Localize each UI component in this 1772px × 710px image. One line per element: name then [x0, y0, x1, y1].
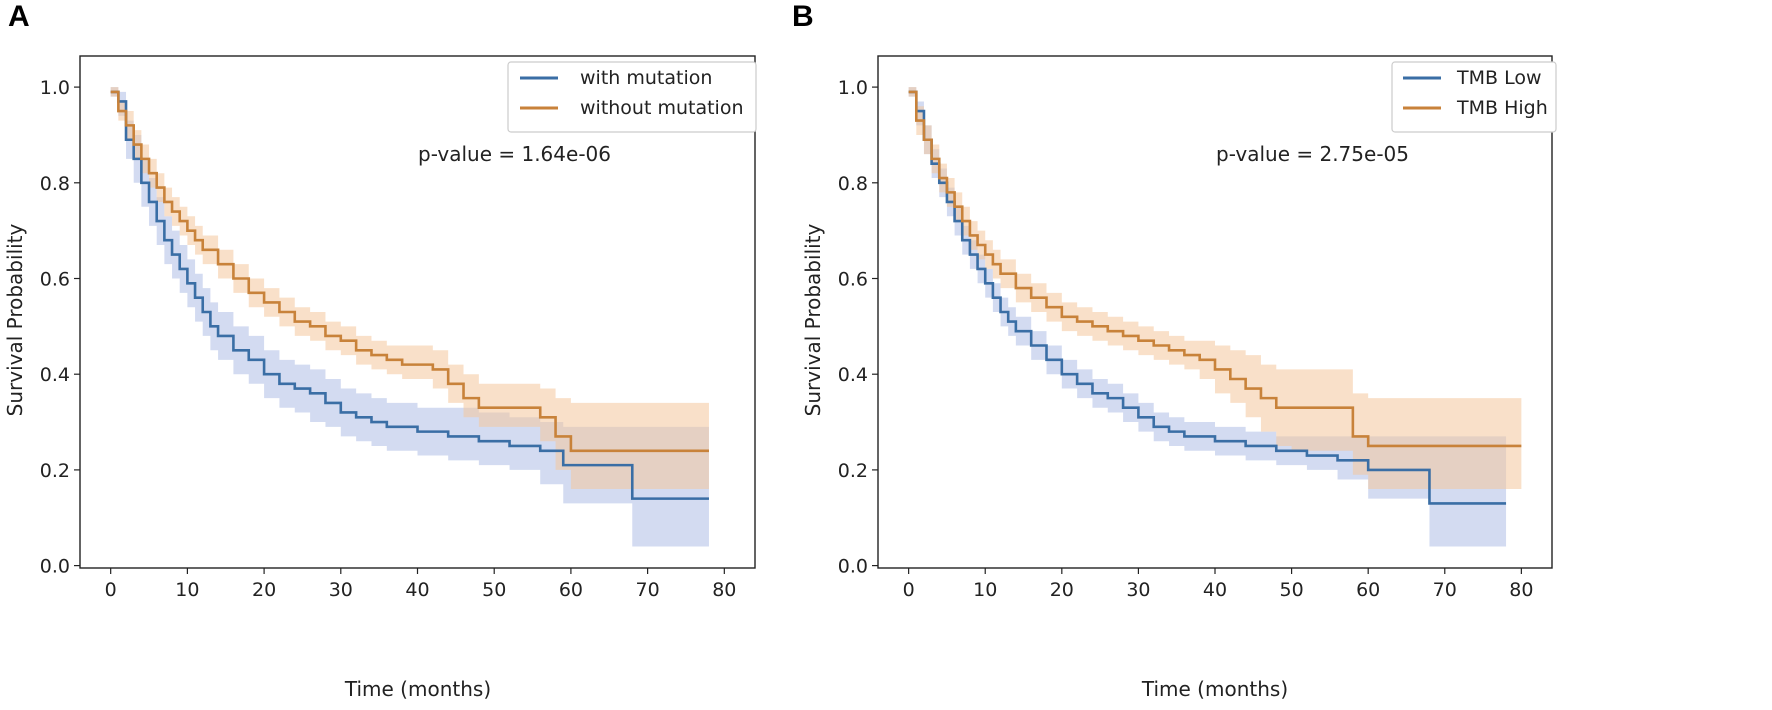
y-tick-label: 0.2	[40, 460, 70, 482]
x-tick-label: 70	[1433, 579, 1457, 601]
y-tick-label: 1.0	[40, 77, 70, 99]
legend-label-without-mutation: without mutation	[580, 97, 744, 119]
survival-line-tmb-high	[908, 90, 1522, 448]
x-tick-label: 50	[482, 579, 506, 601]
x-tick-label: 80	[712, 579, 736, 601]
y-tick-label: 1.0	[838, 77, 868, 99]
panel-a-xlabel: Time (months)	[344, 677, 491, 701]
y-tick-label: 0.8	[40, 173, 70, 195]
x-tick-label: 30	[1126, 579, 1150, 601]
x-tick-label: 40	[405, 579, 429, 601]
x-tick-label: 20	[1050, 579, 1074, 601]
panel-a: 0 10 20 30 40 50 60 70 80 0.0 0.2 0.4 0.6 0.8 1.0 A Sur…	[3, 0, 757, 701]
x-tick-label: 0	[105, 579, 117, 601]
panel-b-letter: B	[792, 0, 814, 33]
legend-label-tmb-high: TMB High	[1456, 97, 1548, 119]
y-tick-label: 0.2	[838, 460, 868, 482]
y-tick-label: 0.0	[838, 556, 868, 578]
legend-box	[507, 61, 757, 133]
survival-line-without-mutation	[110, 90, 709, 453]
panel-b: 0 10 20 30 40 50 60 70 80 0.0 0.2 0.4 0.6 0.8 1.0 B Sur…	[792, 0, 1557, 701]
panel-a-pvalue: p-value = 1.64e-06	[418, 142, 611, 166]
x-tick-label: 40	[1203, 579, 1227, 601]
ci-band-tmb-low	[908, 87, 1507, 547]
x-tick-label: 50	[1279, 579, 1303, 601]
x-tick-label: 70	[636, 579, 660, 601]
panel-b-ylabel: Survival Probability	[801, 223, 825, 416]
panel-b-plot-area: 0 10 20 30 40 50 60 70 80 0.0 0.2 0.4 0.6 0.8 1.0	[838, 55, 1553, 601]
panel-b-legend: TMB Low TMB High	[1391, 61, 1557, 133]
panel-b-xlabel: Time (months)	[1141, 677, 1288, 701]
x-tick-label: 20	[252, 579, 276, 601]
y-tick-label: 0.4	[40, 364, 70, 386]
y-tick-label: 0.4	[838, 364, 868, 386]
panel-a-letter: A	[8, 0, 30, 33]
panel-a-legend: with mutation without mutation	[507, 61, 757, 133]
panel-a-plot-area: 0 10 20 30 40 50 60 70 80 0.0 0.2 0.4 0.6 0.8 1.0	[40, 55, 756, 601]
x-tick-label: 30	[329, 579, 353, 601]
survival-line-with-mutation	[110, 90, 709, 500]
y-tick-label: 0.0	[40, 556, 70, 578]
y-tick-label: 0.6	[838, 269, 868, 291]
x-tick-label: 60	[1356, 579, 1380, 601]
x-tick-label: 10	[175, 579, 199, 601]
y-tick-label: 0.8	[838, 173, 868, 195]
legend-label-with-mutation: with mutation	[580, 67, 712, 89]
legend-label-tmb-low: TMB Low	[1456, 67, 1542, 89]
x-tick-label: 80	[1509, 579, 1533, 601]
y-tick-label: 0.6	[40, 269, 70, 291]
panel-a-ylabel: Survival Probability	[3, 223, 27, 416]
ci-band-without-mutation	[110, 87, 709, 490]
x-tick-label: 10	[973, 579, 997, 601]
x-tick-label: 60	[559, 579, 583, 601]
x-tick-label: 0	[903, 579, 915, 601]
panel-b-pvalue: p-value = 2.75e-05	[1216, 142, 1409, 166]
